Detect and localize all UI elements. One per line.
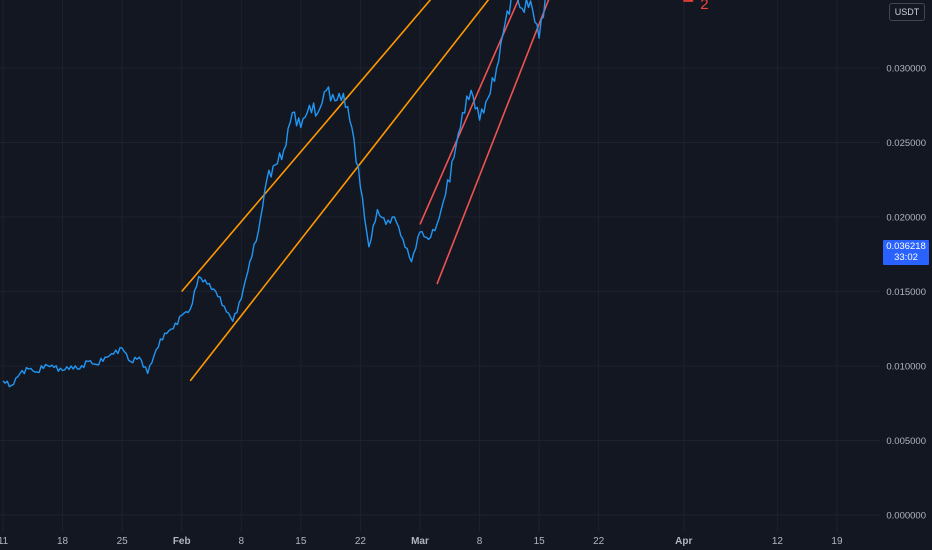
time-axis[interactable]: 11 18 25 Feb 8 15 22 Mar 8 15 22 Apr 12 19 xyxy=(0,536,843,547)
orange-trend-line[interactable] xyxy=(181,0,608,293)
time-tick-label: Apr xyxy=(675,536,692,547)
price-tick-label: 0.010000 xyxy=(886,362,926,373)
price-tick-label: 0.000000 xyxy=(886,511,926,522)
price-series-line xyxy=(2,0,546,388)
orange-trend-line[interactable] xyxy=(189,0,615,382)
time-tick-label: 8 xyxy=(238,536,244,547)
price-tick-label: 0.020000 xyxy=(886,213,926,224)
time-tick-label: 19 xyxy=(831,536,843,547)
price-axis[interactable]: 0.000000 0.005000 0.010000 0.015000 0.020000… xyxy=(886,0,926,522)
last-price-label: 0.036218 33:02 xyxy=(883,240,929,265)
price-tick-label: 0.015000 xyxy=(886,287,926,298)
series-layer xyxy=(2,0,546,388)
time-tick-label: 12 xyxy=(772,536,784,547)
bar-countdown: 33:02 xyxy=(894,252,918,263)
currency-unit-button[interactable]: USDT xyxy=(889,3,925,21)
time-tick-label: 15 xyxy=(295,536,307,547)
time-tick-label: 18 xyxy=(57,536,69,547)
time-tick-label: Feb xyxy=(173,536,191,547)
price-tick-label: 0.025000 xyxy=(886,138,926,149)
red-trend-line[interactable] xyxy=(436,0,624,285)
time-tick-label: 22 xyxy=(355,536,367,547)
last-price-value: 0.036218 xyxy=(886,241,926,252)
projection-layer[interactable]: 12 xyxy=(590,0,719,13)
time-tick-label: 25 xyxy=(117,536,129,547)
time-tick-label: 11 xyxy=(0,536,9,547)
time-tick-label: 22 xyxy=(593,536,605,547)
price-tick-label: 0.030000 xyxy=(886,64,926,75)
time-tick-label: 8 xyxy=(477,536,483,547)
time-tick-label: 15 xyxy=(534,536,546,547)
price-tick-label: 0.005000 xyxy=(886,436,926,447)
projection-label-2: 2 xyxy=(700,0,708,13)
time-tick-label: Mar xyxy=(411,536,429,547)
projection-arrowhead-2 xyxy=(683,0,694,2)
